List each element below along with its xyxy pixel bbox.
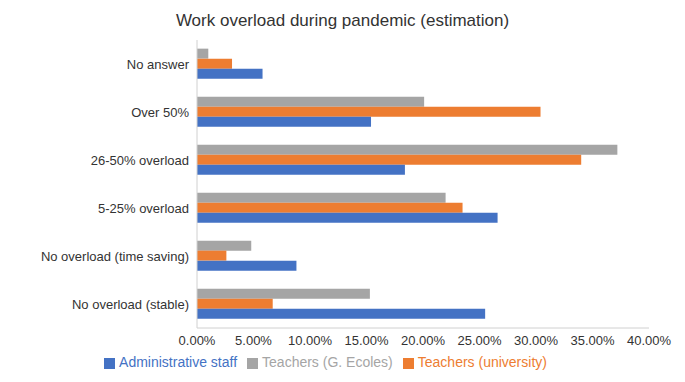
svg-text:20.00%: 20.00% [401, 333, 446, 348]
svg-text:26-50% overload: 26-50% overload [91, 153, 189, 168]
html-text:Teachers (G. Ecoles): Teachers (G. Ecoles) [262, 354, 393, 370]
svg-text:30.00%: 30.00% [514, 333, 559, 348]
svg-text:40.00%: 40.00% [627, 333, 672, 348]
svg-text:10.00%: 10.00% [288, 333, 333, 348]
html-text:Administrative staff: Administrative staff [119, 354, 238, 370]
svg-text:15.00%: 15.00% [344, 333, 389, 348]
svg-text:0.00%: 0.00% [179, 333, 216, 348]
svg-text:No overload (stable): No overload (stable) [72, 297, 189, 312]
svg-text:No answer: No answer [127, 57, 190, 72]
svg-text:5.00%: 5.00% [235, 333, 272, 348]
html-text:Work overload during pandemic: Work overload during pandemic (estimatio… [175, 11, 510, 30]
svg-text:Over 50%: Over 50% [131, 105, 189, 120]
html-text:Teachers (university): Teachers (university) [417, 354, 547, 370]
svg-text:35.00%: 35.00% [570, 333, 615, 348]
svg-text:5-25% overload: 5-25% overload [98, 201, 189, 216]
svg-text:25.00%: 25.00% [457, 333, 502, 348]
svg-text:No overload (time saving): No overload (time saving) [41, 249, 189, 264]
